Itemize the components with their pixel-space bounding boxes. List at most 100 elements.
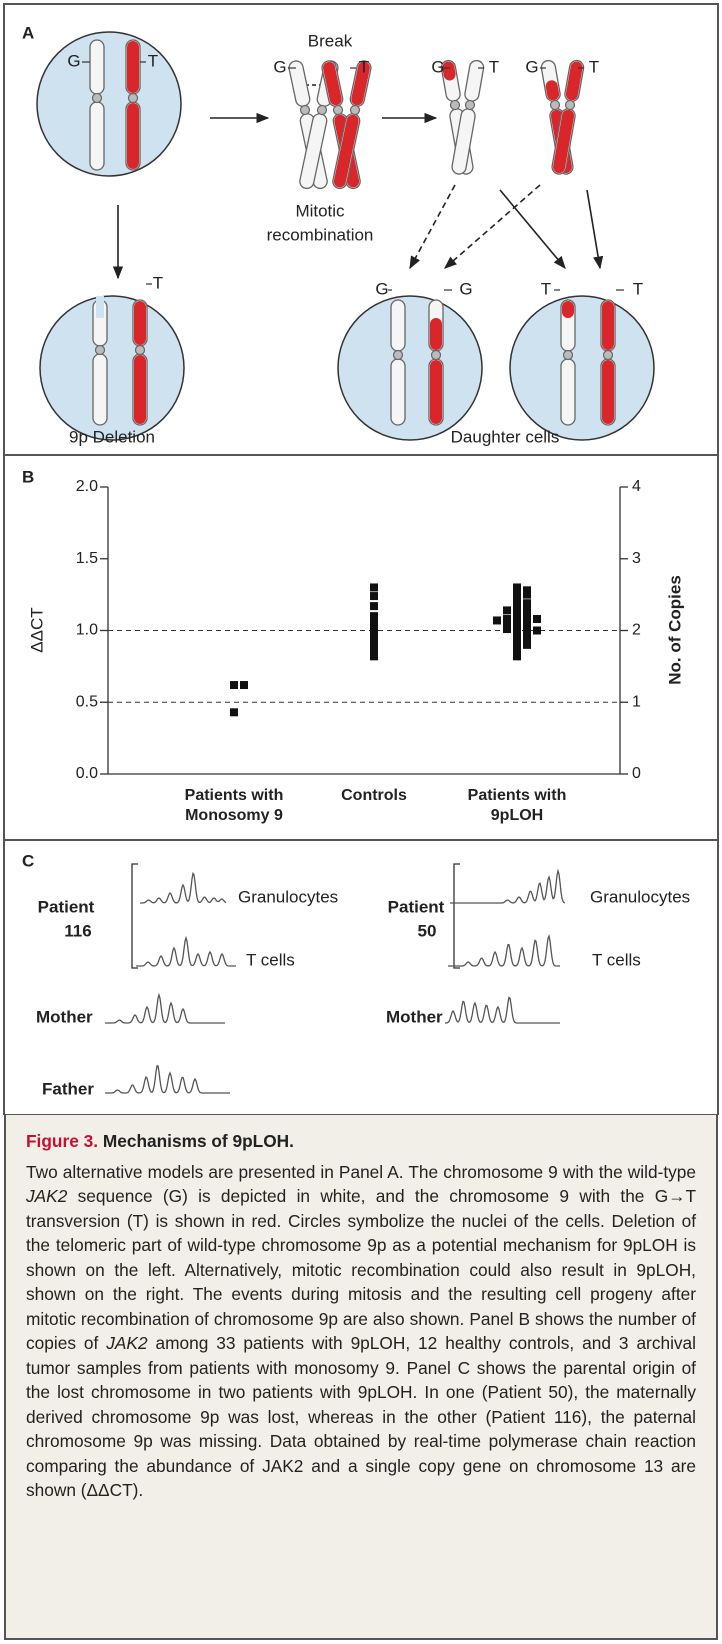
sample-label: T cells: [246, 950, 295, 969]
data-point: [230, 681, 238, 690]
data-point: [513, 583, 521, 592]
allele-label: T: [633, 279, 643, 298]
data-point: [523, 603, 531, 612]
red-segment: [602, 360, 614, 424]
x-tick-label: Patients with: [468, 787, 567, 804]
data-point: [230, 708, 238, 717]
data-point: [493, 616, 501, 625]
red-segment: [553, 109, 575, 174]
red-segment: [602, 301, 614, 350]
chromosome-arm: [89, 39, 105, 95]
y2-axis-label: No. of Copies: [665, 575, 684, 685]
data-point: [523, 629, 531, 638]
deletion-label: 9p Deletion: [69, 427, 155, 446]
centromere: [562, 349, 574, 361]
bracket: [131, 863, 138, 969]
data-point: [523, 609, 531, 618]
y2-tick-label: 2: [632, 622, 641, 639]
allele-label: T: [148, 51, 158, 70]
data-point: [370, 592, 378, 601]
red-segment: [333, 114, 359, 188]
caption-heading: Mechanisms of 9pLOH.: [102, 1131, 294, 1151]
centromere: [332, 104, 344, 116]
red-segment: [430, 360, 442, 424]
data-point: [533, 615, 541, 624]
y-tick-label: 0.5: [76, 693, 98, 710]
data-point: [513, 597, 521, 606]
centromere: [299, 104, 311, 116]
y2-tick-label: 1: [632, 693, 641, 710]
data-point: [240, 681, 248, 690]
trace: [136, 935, 236, 967]
data-point: [523, 586, 531, 595]
panel-label: C: [22, 851, 34, 870]
data-point: [370, 648, 378, 657]
allele-label: G: [375, 279, 388, 298]
chromosome: [332, 60, 372, 190]
red-segment: [134, 355, 146, 424]
data-point: [370, 612, 378, 621]
bracket: [453, 863, 460, 969]
arrow: [409, 184, 456, 270]
red-segment: [565, 61, 583, 101]
chromosome: [428, 299, 444, 426]
arrow: [499, 189, 566, 269]
allele-label: G: [67, 51, 80, 70]
y2-tick-label: 0: [632, 765, 641, 782]
data-point: [523, 635, 531, 644]
x-tick-label: Patients with: [185, 787, 284, 804]
data-point: [513, 607, 521, 616]
centromere: [94, 344, 106, 356]
y2-tick-label: 3: [632, 550, 641, 567]
allele-label: G: [431, 57, 444, 76]
data-point: [513, 612, 521, 621]
centromere: [134, 344, 146, 356]
centromere: [602, 349, 614, 361]
centromere: [549, 99, 561, 111]
allele-label: T: [153, 273, 163, 292]
y2-tick-label: 4: [632, 478, 641, 495]
nucleus: [337, 295, 483, 441]
allele-label: G: [459, 279, 472, 298]
data-point: [513, 589, 521, 598]
y-tick-label: 2.0: [76, 478, 98, 495]
parent-label: Father: [42, 1079, 94, 1098]
data-point: [370, 652, 378, 661]
data-point: [513, 643, 521, 652]
gene-name: JAK2: [106, 1333, 148, 1353]
trace: [105, 992, 225, 1024]
chromosome: [451, 59, 485, 175]
trace: [140, 871, 227, 904]
centromere: [316, 104, 328, 116]
arrow: [444, 184, 541, 269]
arrow: [586, 189, 604, 270]
data-point: [533, 626, 541, 635]
y-tick-label: 1.0: [76, 622, 98, 639]
red-segment: [127, 103, 139, 169]
data-point: [513, 632, 521, 641]
data-point: [523, 590, 531, 599]
allele-label: G: [525, 57, 538, 76]
data-point: [513, 627, 521, 636]
trace: [445, 996, 560, 1024]
data-point: [523, 623, 531, 632]
chromosome: [390, 299, 406, 426]
y-tick-label: 0.0: [76, 765, 98, 782]
break-label: Break: [308, 31, 353, 50]
figure: A Break Mitotic recombination 9p Deletio…: [3, 3, 719, 1115]
red-segment: [442, 61, 456, 81]
y-tick-label: 1.5: [76, 550, 98, 567]
caption-body: Two alternative models are presented in …: [26, 1160, 696, 1503]
sample-label: Granulocytes: [590, 887, 690, 906]
caption-text: Two alternative models are presented in …: [26, 1161, 696, 1182]
data-point: [370, 643, 378, 652]
trace: [448, 934, 560, 967]
chromosome: [92, 299, 108, 426]
allele-label: T: [359, 57, 369, 76]
chromosome-arm: [390, 358, 406, 426]
chromosome: [89, 39, 105, 171]
patient-label: 50: [418, 921, 437, 940]
data-point: [370, 629, 378, 638]
centromere: [449, 99, 461, 111]
